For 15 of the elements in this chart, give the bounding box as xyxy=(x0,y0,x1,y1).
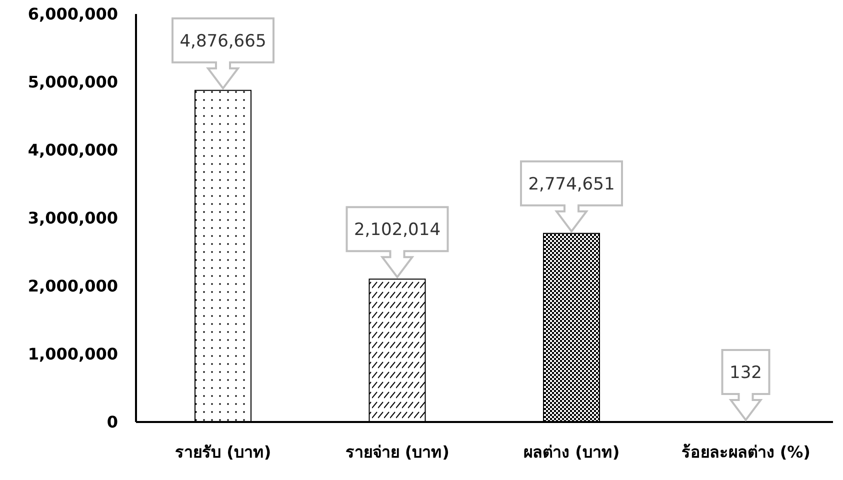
data-label: 132 xyxy=(730,362,762,383)
x-tick-label: ร้อยละผลต่าง (%) xyxy=(681,442,810,462)
y-tick-label: 6,000,000 xyxy=(28,4,118,24)
data-label: 4,876,665 xyxy=(180,31,266,52)
y-tick-label: 2,000,000 xyxy=(28,276,118,296)
data-label: 2,774,651 xyxy=(528,174,615,194)
y-tick-label: 1,000,000 xyxy=(28,344,118,364)
x-tick-label: ผลต่าง (บาท) xyxy=(524,442,620,462)
x-tick-label: รายรับ (บาท) xyxy=(175,442,272,462)
data-label: 2,102,014 xyxy=(354,220,441,240)
y-tick-label: 4,000,000 xyxy=(28,140,118,160)
y-tick-label: 3,000,000 xyxy=(28,208,118,228)
y-tick-label: 0 xyxy=(106,412,118,432)
x-tick-label: รายจ่าย (บาท) xyxy=(345,442,450,462)
y-tick-label: 5,000,000 xyxy=(28,72,118,92)
